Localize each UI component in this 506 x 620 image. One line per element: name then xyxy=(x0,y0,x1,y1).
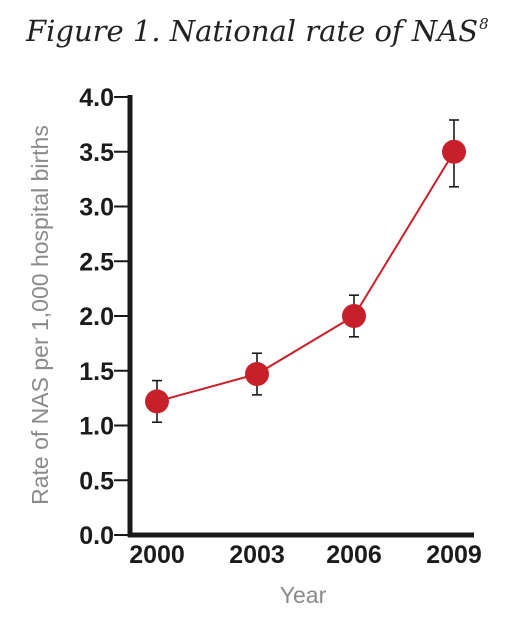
x-tick-label: 2003 xyxy=(229,541,285,569)
x-tick-label: 2000 xyxy=(129,541,185,569)
y-tick-label: 1.0 xyxy=(79,413,114,441)
y-tick-label: 4.0 xyxy=(79,84,114,112)
x-tick-label: 2006 xyxy=(326,541,382,569)
chart-title-footnote: 8 xyxy=(479,15,489,33)
x-axis-title: Year xyxy=(280,582,327,608)
data-point xyxy=(442,139,466,164)
data-point xyxy=(342,304,366,328)
y-tick-label: 2.0 xyxy=(79,303,114,331)
y-tick-label: 1.5 xyxy=(79,358,114,386)
y-axis-title: Rate of NAS per 1,000 hospital births xyxy=(27,125,53,505)
y-tick-label: 3.5 xyxy=(79,139,114,167)
y-tick-label: 3.0 xyxy=(79,194,114,222)
chart-title: Figure 1. National rate of NAS8 xyxy=(26,14,489,48)
x-tick-label: 2009 xyxy=(426,541,482,569)
data-point xyxy=(245,362,269,387)
series-line xyxy=(156,151,455,403)
y-tick-label: 0.5 xyxy=(79,467,114,495)
y-tick-label: 0.0 xyxy=(79,522,114,550)
data-point xyxy=(145,389,169,414)
y-tick-label: 2.5 xyxy=(79,248,114,276)
chart-title-text: Figure 1. National rate of NAS xyxy=(26,14,479,48)
